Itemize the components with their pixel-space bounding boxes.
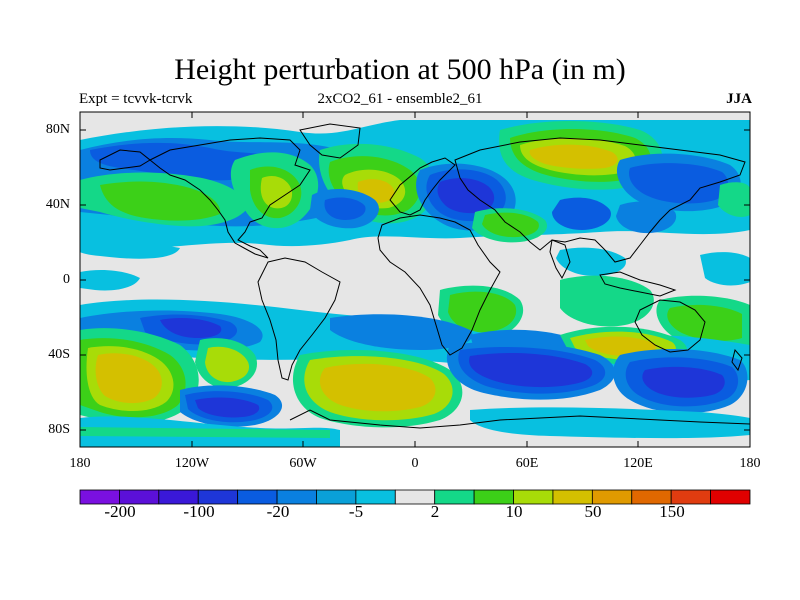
colorbar-label: 50 xyxy=(584,502,602,521)
contour-region xyxy=(80,270,140,291)
contour-region xyxy=(100,181,221,221)
colorbar xyxy=(79,489,751,505)
contour-region xyxy=(319,363,436,412)
lat-label: 80S xyxy=(48,422,70,437)
contour-region xyxy=(95,353,162,404)
lat-label: 0 xyxy=(63,272,70,287)
colorbar-label: -200 xyxy=(104,502,136,521)
colorbar-label: -20 xyxy=(266,502,290,521)
contour-region xyxy=(330,314,473,350)
coastline-south-america xyxy=(257,257,341,381)
colorbar-swatch xyxy=(710,489,751,505)
lon-label: 60W xyxy=(289,456,317,471)
coastline-antarctica xyxy=(289,409,750,429)
contour-region xyxy=(80,427,330,438)
lon-label: 180 xyxy=(69,456,91,471)
contour-region xyxy=(700,252,750,286)
coastline-north-america xyxy=(149,137,311,259)
lon-label: 120E xyxy=(623,456,653,471)
lat-ticks xyxy=(80,129,750,431)
contour-region xyxy=(470,407,750,439)
lat-label: 40N xyxy=(45,197,70,212)
map-title: Height perturbation at 500 hPa (in m) xyxy=(174,53,626,86)
colorbar-label: -100 xyxy=(183,502,215,521)
lon-label: 60E xyxy=(515,456,539,471)
experiment-label: Expt = tcvvk-tcrvk xyxy=(79,91,193,107)
contour-region xyxy=(324,197,366,220)
contour-region xyxy=(529,144,618,169)
contour-region xyxy=(642,366,725,398)
contour-region xyxy=(437,178,495,214)
lat-label: 40S xyxy=(48,347,70,362)
coastline-africa xyxy=(377,214,501,356)
lon-label: 0 xyxy=(411,456,419,471)
coastline-indonesia xyxy=(599,271,677,297)
season-label: JJA xyxy=(726,91,752,107)
contour-region xyxy=(195,397,260,418)
lon-label: 120W xyxy=(174,456,210,471)
contour-region xyxy=(80,239,180,259)
coastline-australia xyxy=(634,299,706,353)
coastline-asia xyxy=(454,137,746,263)
contour-region xyxy=(469,352,593,388)
contour-region xyxy=(616,201,677,234)
coastline-new-zealand xyxy=(731,348,743,372)
contour-region xyxy=(718,182,750,217)
contour-region xyxy=(448,291,517,333)
coastline-alaska xyxy=(99,149,151,171)
coastlines xyxy=(99,123,750,429)
contour-region xyxy=(260,175,293,209)
contour-region xyxy=(552,197,611,230)
colorbar-label: -5 xyxy=(348,502,364,521)
contour-region xyxy=(205,346,250,383)
contour-region xyxy=(482,212,539,238)
coastline-india xyxy=(549,239,571,280)
contour-region xyxy=(160,318,222,338)
contour-field xyxy=(80,112,750,447)
contour-region xyxy=(585,336,657,357)
contour-region xyxy=(560,275,654,327)
lon-label: 180 xyxy=(739,456,761,471)
colorbar-label: 150 xyxy=(659,502,685,521)
lon-ticks xyxy=(191,112,639,447)
contour-region xyxy=(628,163,729,204)
colorbar-label: 10 xyxy=(505,502,523,521)
lat-label: 80N xyxy=(45,122,70,137)
colorbar-label: 2 xyxy=(430,502,440,521)
coastline-greenland xyxy=(299,123,361,159)
coastline-europe xyxy=(389,157,456,216)
case-label: 2xCO2_61 - ensemble2_61 xyxy=(317,91,483,107)
